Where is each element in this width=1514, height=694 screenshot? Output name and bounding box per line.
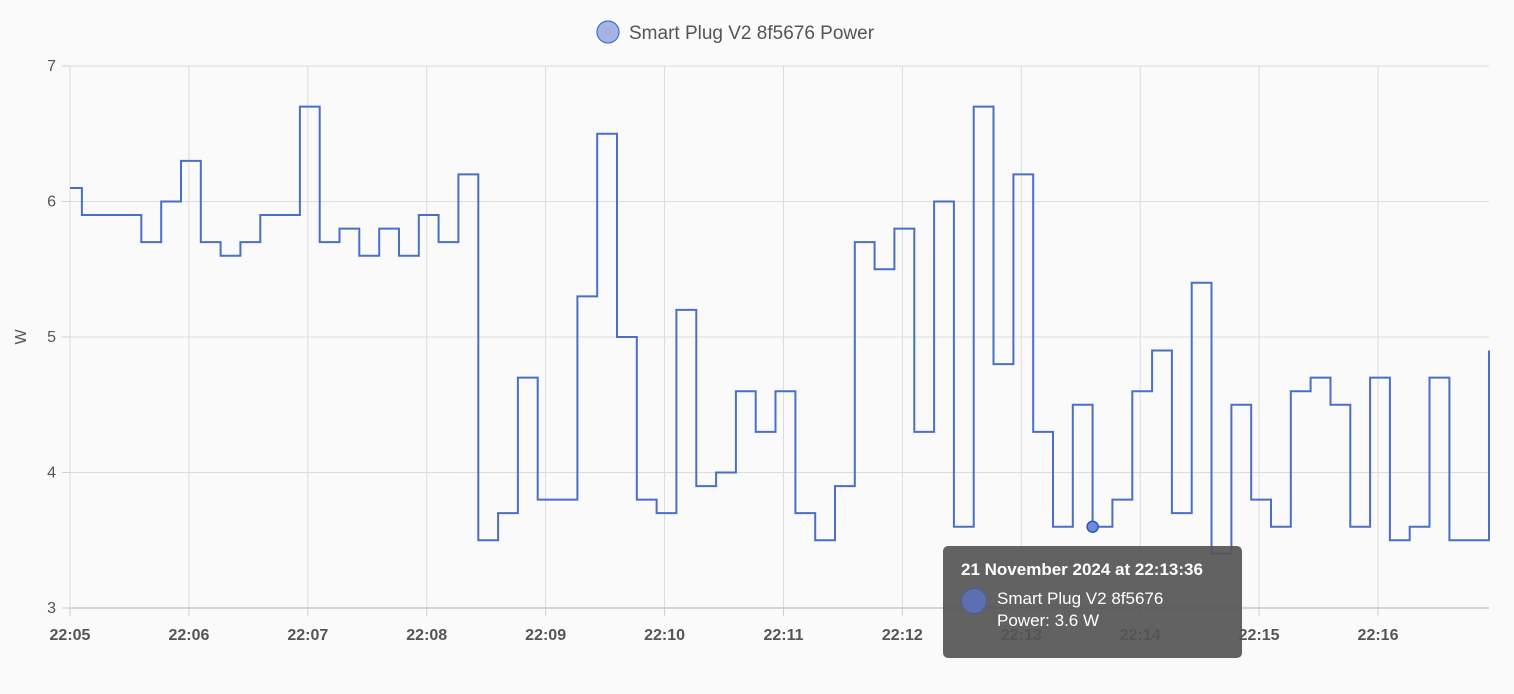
tooltip-row: Smart Plug V2 8f5676 Power: 3.6 W bbox=[961, 588, 1224, 632]
tooltip-title: 21 November 2024 at 22:13:36 bbox=[961, 560, 1203, 579]
tooltip-value: Power: 3.6 W bbox=[997, 611, 1100, 630]
legend-marker[interactable] bbox=[596, 20, 620, 44]
y-axis-label: W bbox=[13, 329, 30, 345]
y-tick-label: 5 bbox=[47, 329, 56, 346]
x-tick-label: 22:15 bbox=[1239, 627, 1280, 644]
y-tick-label: 7 bbox=[47, 58, 56, 75]
x-tick-label: 22:07 bbox=[287, 627, 328, 644]
x-tick-label: 22:16 bbox=[1358, 627, 1399, 644]
x-tick-label: 22:05 bbox=[50, 627, 91, 644]
legend[interactable]: Smart Plug V2 8f5676 Power bbox=[596, 20, 875, 44]
x-tick-label: 22:06 bbox=[168, 627, 209, 644]
grid-lines bbox=[69, 65, 1489, 609]
tooltip-series-color-dot bbox=[961, 588, 987, 614]
y-tick-label: 3 bbox=[47, 600, 56, 617]
x-tick-label: 22:09 bbox=[525, 627, 566, 644]
tooltip: 21 November 2024 at 22:13:36 Smart Plug … bbox=[943, 546, 1242, 658]
series-line-smart-plug-power[interactable] bbox=[70, 105, 1490, 555]
x-tick-label: 22:08 bbox=[406, 627, 447, 644]
tooltip-series-name: Smart Plug V2 8f5676 bbox=[997, 589, 1164, 608]
y-axis-ticks: 3 4 5 6 7 bbox=[47, 58, 70, 617]
x-tick-label: 22:10 bbox=[644, 627, 685, 644]
y-tick-label: 4 bbox=[47, 465, 56, 482]
x-tick-label: 22:11 bbox=[763, 627, 803, 644]
hover-point-marker bbox=[1086, 520, 1099, 533]
y-tick-label: 6 bbox=[47, 194, 56, 211]
legend-label[interactable]: Smart Plug V2 8f5676 Power bbox=[629, 23, 875, 44]
x-tick-label: 22:12 bbox=[882, 627, 923, 644]
